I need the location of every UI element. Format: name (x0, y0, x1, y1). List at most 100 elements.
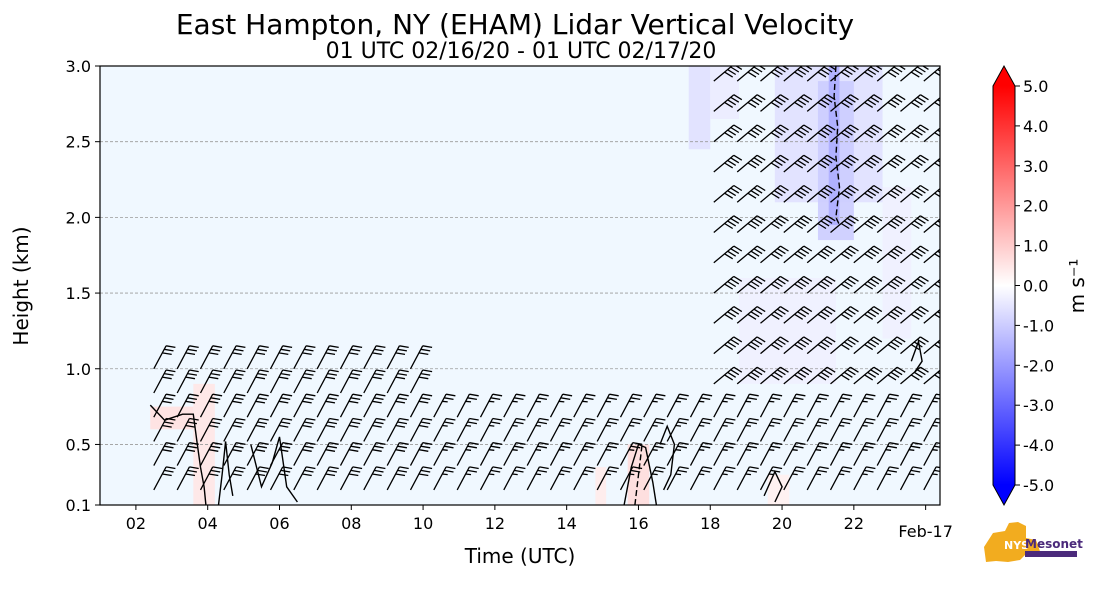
wind-barb-1 (153, 442, 176, 466)
wind-barb-42 (316, 466, 339, 491)
wind-barb-160 (760, 184, 789, 203)
wind-barb-59 (363, 345, 386, 370)
wind-barb-79 (456, 393, 479, 418)
wind-barb-125 (713, 336, 743, 355)
wind-barb-181 (806, 442, 829, 466)
wind-barb-258 (923, 393, 940, 418)
wind-barb-167 (783, 417, 806, 442)
x-tick-label-6: 14 (556, 514, 576, 533)
wind-barb-176 (783, 154, 813, 173)
contour-4 (659, 424, 676, 491)
wind-barb-90 (526, 417, 549, 442)
wind-barb-129 (713, 215, 743, 233)
wind-barb-14 (199, 417, 223, 442)
wind-barb-221 (853, 154, 883, 173)
wind-barb-72 (433, 466, 456, 491)
colorbar-label: m s⁻¹ (1065, 259, 1089, 314)
wind-barb-130 (713, 184, 743, 203)
y-tick-label-6: 3.0 (66, 57, 91, 76)
wind-barb-162 (760, 124, 789, 143)
wind-barb-62 (386, 417, 409, 442)
wind-barb-121 (713, 442, 736, 466)
wind-barb-127 (713, 275, 743, 294)
wind-barb-233 (876, 245, 906, 264)
wind-barb-116 (689, 466, 713, 491)
wind-barb-152 (759, 417, 783, 442)
wind-barb-29 (246, 345, 269, 370)
colorbar-tick-label-2: 3.0 (1023, 157, 1048, 176)
gridlines (100, 141, 940, 445)
wind-barb-139 (736, 366, 766, 385)
wind-barb-173 (783, 245, 813, 264)
wind-barb-22 (223, 369, 246, 394)
wind-barb-123 (713, 393, 736, 418)
colorbar-tick-label-10: -5.0 (1023, 476, 1054, 495)
wind-barb-60 (386, 466, 409, 491)
wind-barb-187 (806, 275, 836, 294)
wind-barb-248 (900, 245, 929, 264)
x-tick-label-3: 08 (341, 514, 361, 533)
wind-barb-215 (853, 336, 883, 355)
wind-barb-210 (853, 466, 876, 491)
wind-barb-56 (363, 417, 386, 442)
wind-barb-96 (573, 466, 596, 491)
wind-barb-260 (923, 339, 940, 355)
wind-barb-219 (853, 215, 883, 233)
logo-nys: NYS (1004, 539, 1029, 552)
wind-barb-207 (830, 124, 859, 143)
colorbar-tick-label-4: 1.0 (1023, 237, 1048, 256)
wind-barb-103 (596, 393, 619, 418)
wind-barb-48 (339, 466, 363, 491)
wind-barb-228 (876, 393, 899, 418)
wind-barb-147 (736, 124, 766, 143)
wind-barb-63 (386, 393, 409, 418)
wind-barb-191 (806, 154, 836, 173)
wind-barb-214 (853, 366, 883, 385)
contour-8 (634, 444, 643, 505)
wind-barb-21 (223, 393, 246, 418)
wind-barb-89 (526, 442, 549, 466)
wind-barb-197 (829, 417, 853, 442)
wind-barb-118 (689, 417, 713, 442)
y-axis-label: Height (km) (9, 226, 33, 345)
wind-barb-58 (363, 369, 386, 394)
wind-barb-18 (223, 466, 246, 491)
wind-barb-3 (153, 393, 176, 418)
velocity-cell-4 (828, 66, 840, 225)
wind-barb-105 (619, 442, 643, 466)
wind-barb-211 (853, 442, 876, 466)
wind-barb-24 (246, 466, 269, 491)
colorbar-max-extend (993, 66, 1015, 86)
wind-barb-50 (339, 417, 363, 442)
wind-barb-236 (876, 154, 906, 173)
wind-barb-128 (713, 245, 743, 264)
wind-barb-25 (246, 442, 269, 466)
wind-barb-256 (923, 442, 940, 466)
wind-barb-109 (643, 442, 666, 466)
wind-barb-243 (899, 393, 923, 418)
wind-barb-143 (736, 245, 766, 264)
wind-barb-69 (409, 393, 433, 418)
colorbar-min-extend (993, 485, 1015, 505)
wind-barb-192 (806, 124, 836, 143)
wind-barb-28 (246, 369, 269, 394)
wind-barb-199 (830, 366, 859, 385)
wind-barb-40 (293, 369, 316, 394)
wind-barb-16 (199, 369, 223, 394)
wind-barb-224 (853, 66, 883, 82)
wind-barb-23 (223, 345, 246, 370)
wind-barb-213 (853, 393, 876, 418)
wind-barb-249 (900, 215, 929, 233)
wind-barb-237 (876, 124, 906, 143)
contour-7 (833, 66, 841, 226)
wind-barb-234 (876, 215, 906, 233)
wind-barb-268 (923, 97, 940, 112)
wind-barb-222 (853, 124, 883, 143)
velocity-cell-5 (882, 187, 912, 339)
chart-title: East Hampton, NY (EHAM) Lidar Vertical V… (176, 8, 854, 41)
wind-barb-178 (783, 94, 813, 112)
wind-barb-145 (736, 184, 766, 203)
wind-barb-76 (456, 466, 479, 491)
wind-barb-67 (409, 442, 433, 466)
wind-barb-142 (736, 275, 766, 294)
